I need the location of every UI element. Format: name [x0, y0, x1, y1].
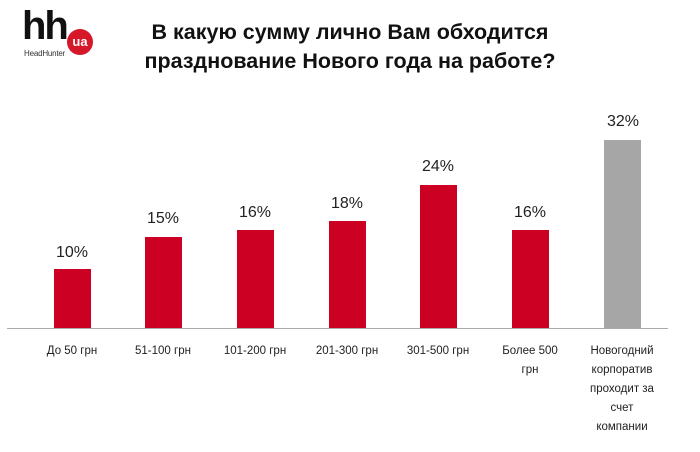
title-line-2: празднование Нового года на работе?: [144, 49, 556, 73]
value-label-3: 18%: [330, 195, 364, 212]
bar-6: [604, 140, 641, 328]
category-label-4: 301-500 грн: [406, 345, 470, 357]
value-label-2: 16%: [238, 204, 272, 221]
category-label-5-line-2: грн: [521, 364, 539, 376]
category-label-5: Более 500 грн: [487, 342, 573, 380]
category-label-6-line-2: корпоратив: [591, 364, 653, 376]
bar-1: [145, 237, 182, 328]
headhunter-logo: hh ua HeadHunter: [22, 6, 102, 62]
category-label-5-line-1: Более 500: [502, 345, 558, 357]
title-line-1: В какую сумму лично Вам обходится: [151, 20, 549, 44]
value-label-1: 15%: [146, 210, 180, 227]
bar-3: [329, 221, 366, 328]
value-label-4: 24%: [421, 158, 455, 175]
chart-title: В какую сумму лично Вам обходится праздн…: [100, 18, 600, 76]
bar-0: [54, 269, 91, 328]
x-axis-line: [7, 328, 668, 329]
value-label-0: 10%: [55, 244, 89, 261]
category-label-0: До 50 грн: [46, 345, 98, 357]
category-label-3: 201-300 грн: [315, 345, 379, 357]
value-label-6: 32%: [606, 113, 640, 130]
category-label-2: 101-200 грн: [223, 345, 287, 357]
logo-badge: ua: [67, 29, 93, 55]
category-label-6-line-5: компании: [596, 421, 648, 433]
category-label-6-line-4: счет: [610, 402, 634, 414]
bar-5: [512, 230, 549, 328]
category-label-6: Новогодний корпоратив проходит за счет к…: [579, 342, 665, 437]
category-label-6-line-3: проходит за: [590, 383, 654, 395]
category-label-6-line-1: Новогодний: [590, 345, 654, 357]
value-label-5: 16%: [513, 204, 547, 221]
category-label-1: 51-100 грн: [135, 345, 191, 357]
logo-brand: hh: [22, 4, 69, 48]
bar-4: [420, 185, 457, 328]
logo-subtitle: HeadHunter: [24, 49, 66, 58]
bar-2: [237, 230, 274, 328]
